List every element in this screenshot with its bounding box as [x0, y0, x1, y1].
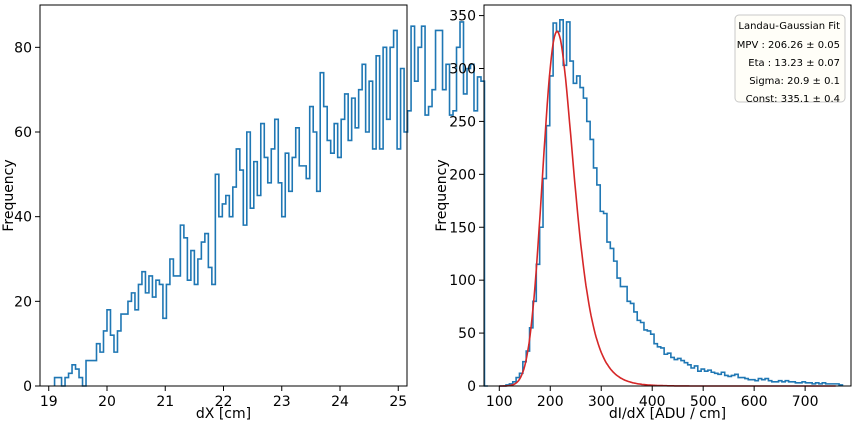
- y-axis-label: Frequency: [434, 159, 450, 231]
- y-tick-label: 200: [449, 167, 476, 183]
- y-tick-label: 0: [23, 379, 32, 395]
- x-tick-label: 21: [156, 394, 174, 410]
- x-tick-label: 300: [588, 394, 615, 410]
- y-tick-label: 100: [449, 273, 476, 289]
- x-tick-label: 200: [537, 394, 564, 410]
- y-tick-label: 40: [14, 210, 32, 226]
- legend-box: [734, 14, 846, 103]
- histogram-series: [53, 21, 488, 387]
- legend-line: Eta : 13.23 ± 0.07: [748, 58, 840, 69]
- legend-title: Landau-Gaussian Fit: [738, 21, 840, 32]
- x-tick-label: 100: [486, 394, 513, 410]
- y-tick-label: 250: [449, 114, 476, 130]
- right-histogram-panel: 100 200 300 400 500 600 700 0 50 100 150 200 250 300 3…: [434, 4, 852, 422]
- y-tick-label: 0: [467, 379, 476, 395]
- y-tick-label: 80: [14, 40, 32, 56]
- x-tick-label: 500: [690, 394, 717, 410]
- y-axis-label: Frequency: [1, 159, 17, 231]
- x-tick-label: 400: [639, 394, 666, 410]
- x-tick-label: 20: [98, 394, 116, 410]
- y-tick-label: 150: [449, 220, 476, 236]
- x-tick-label: 23: [273, 394, 291, 410]
- histogram-series: [499, 19, 844, 387]
- x-axis-label: dI/dX [ADU / cm]: [609, 406, 726, 422]
- x-tick-label: 25: [389, 394, 407, 410]
- x-tick-label: 700: [792, 394, 819, 410]
- plot-frame: [483, 4, 852, 387]
- y-tick-label: 20: [14, 294, 32, 310]
- legend-line: Const: 335.1 ± 0.4: [746, 94, 840, 105]
- x-tick-label: 22: [215, 394, 233, 410]
- x-tick-label: 600: [741, 394, 768, 410]
- y-tick-label: 350: [449, 9, 476, 25]
- legend-line: Sigma: 20.9 ± 0.1: [749, 76, 840, 87]
- y-tick-label: 60: [14, 125, 32, 141]
- plot-frame: [39, 4, 408, 387]
- y-tick-label: 300: [449, 62, 476, 78]
- x-axis-label: dX [cm]: [196, 406, 251, 422]
- x-tick-label: 24: [331, 394, 349, 410]
- legend-line: MPV : 206.26 ± 0.05: [737, 40, 840, 51]
- x-tick-label: 19: [40, 394, 58, 410]
- fit-legend: Landau-Gaussian Fit MPV : 206.26 ± 0.05 Et…: [734, 14, 846, 105]
- y-tick-label: 50: [458, 326, 476, 342]
